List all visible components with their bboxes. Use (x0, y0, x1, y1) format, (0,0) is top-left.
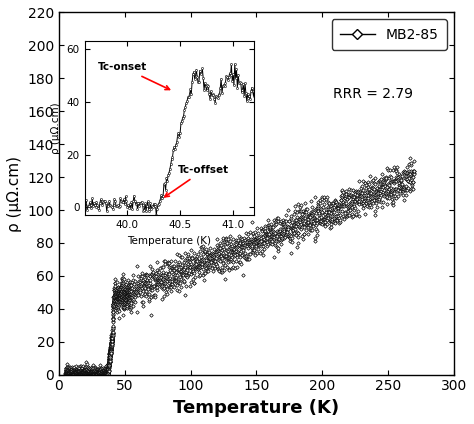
X-axis label: Temperature (K): Temperature (K) (173, 399, 339, 417)
Text: RRR = 2.79: RRR = 2.79 (333, 86, 413, 100)
Y-axis label: ρ (μΩ.cm): ρ (μΩ.cm) (7, 156, 22, 232)
Legend: MB2-85: MB2-85 (332, 20, 447, 50)
